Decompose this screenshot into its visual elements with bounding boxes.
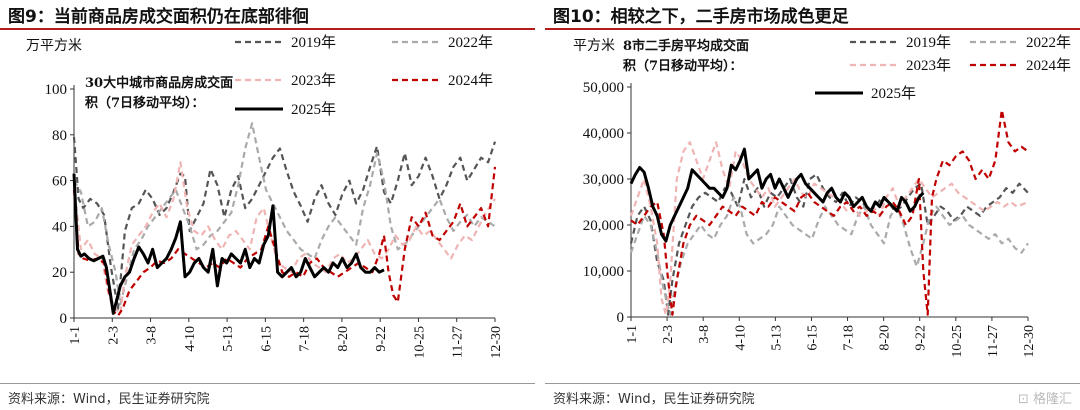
legend-label: 2022年 xyxy=(448,34,493,51)
legend-label: 2023年 xyxy=(291,72,336,89)
y-tick-label: 60 xyxy=(52,174,67,190)
x-tick-label: 11-27 xyxy=(986,325,1001,357)
legend-label: 2023年 xyxy=(906,57,951,74)
x-tick-label: 10-25 xyxy=(412,326,427,359)
source-note: 资料来源：Wind，民生证券研究院 xyxy=(8,392,210,407)
y-tick-label: 80 xyxy=(52,128,67,144)
x-tick-label: 9-22 xyxy=(374,326,389,352)
series-annotation: 积（7日移动平均）： xyxy=(623,58,743,74)
x-tick-label: 3-8 xyxy=(145,326,160,345)
x-tick-label: 2-3 xyxy=(661,325,676,344)
x-tick-label: 1-1 xyxy=(625,325,640,344)
y-tick-label: 40 xyxy=(52,219,67,235)
y-tick-label: 0 xyxy=(60,311,68,327)
y-tick-label: 20 xyxy=(52,265,67,281)
y-tick-label: 50,000 xyxy=(583,80,624,96)
title-bar: 图9：当前商品房成交面积仍在底部徘徊 xyxy=(0,0,535,30)
series-line-2019年 xyxy=(629,173,1029,316)
x-tick-label: 8-20 xyxy=(336,326,351,352)
source-bar: 资料来源：Wind，民生证券研究院 xyxy=(0,383,535,410)
series-line-2025年 xyxy=(629,147,925,243)
x-tick-label: 12-30 xyxy=(1022,325,1037,358)
series-line-2019年 xyxy=(72,137,497,310)
x-tick-label: 8-20 xyxy=(878,325,893,351)
y-tick-label: 0 xyxy=(617,310,625,326)
series-line-2023年 xyxy=(72,161,496,315)
y-tick-label: 10,000 xyxy=(583,264,624,280)
series-annotation: 积（7日移动平均）： xyxy=(85,95,205,111)
legend-label: 2024年 xyxy=(448,72,493,89)
chart-title: 图10：相较之下，二手房市场成色更足 xyxy=(553,7,849,27)
series-line-2022年 xyxy=(629,196,1029,316)
x-tick-label: 7-18 xyxy=(298,326,313,352)
x-tick-label: 1-1 xyxy=(68,326,83,345)
x-tick-label: 6-15 xyxy=(805,325,820,351)
title-bar: 图10：相较之下，二手房市场成色更足 xyxy=(545,0,1080,30)
y-tick-label: 40,000 xyxy=(583,126,624,142)
line-chart-new-home-sales: 0 20 40 60 80 100 1-1 2-3 3-8 4-10 5-13 6-15 7-18 8-2… xyxy=(26,34,504,359)
series-line-2023年 xyxy=(629,141,1029,316)
y-tick-label: 30,000 xyxy=(583,172,624,188)
chart-panel-right: 图10：相较之下，二手房市场成色更足 0 10,000 20,000 30,000 40… xyxy=(545,0,1080,410)
source-note: 资料来源：Wind，民生证券研究院 xyxy=(553,392,755,407)
watermark-text: 格隆汇 xyxy=(1032,392,1072,407)
legend-label: 2024年 xyxy=(1026,57,1071,74)
series-line-2024年 xyxy=(72,166,497,317)
x-tick-label: 9-22 xyxy=(914,325,929,351)
x-tick-label: 2-3 xyxy=(106,326,121,345)
x-tick-label: 10-25 xyxy=(950,325,965,358)
y-axis-unit: 万平方米 xyxy=(26,38,82,54)
x-tick-label: 4-10 xyxy=(733,325,748,351)
y-axis-unit: 平方米 xyxy=(573,38,615,54)
line-chart-second-hand-sales: 0 10,000 20,000 30,000 40,000 50,000 1-1 2-3 3-8… xyxy=(573,34,1071,358)
y-tick-label: 100 xyxy=(45,82,68,98)
x-tick-label: 3-8 xyxy=(697,325,712,344)
legend-label: 2019年 xyxy=(291,34,336,51)
legend-label: 2025年 xyxy=(871,85,916,102)
series-annotation: 30大中城市商品房成交面 xyxy=(85,75,233,91)
series-line-2022年 xyxy=(73,122,496,306)
x-tick-label: 11-27 xyxy=(451,326,466,358)
legend-label: 2025年 xyxy=(291,101,336,118)
legend-label: 2019年 xyxy=(906,34,951,51)
x-tick-label: 4-10 xyxy=(183,326,198,352)
x-tick-label: 5-13 xyxy=(221,326,236,352)
x-tick-label: 6-15 xyxy=(259,326,274,352)
source-bar: 资料来源：Wind，民生证券研究院 ⊡ 格隆汇 xyxy=(545,383,1080,410)
chart-panel-left: 图9：当前商品房成交面积仍在底部徘徊 0 20 40 60 80 100 1-1 2-3 3-8… xyxy=(0,0,535,410)
watermark-logo: ⊡ 格隆汇 xyxy=(1017,392,1072,407)
x-tick-label: 12-30 xyxy=(489,326,504,359)
series-line-2024年 xyxy=(630,108,1029,316)
series-line-2025年 xyxy=(72,173,385,315)
y-tick-label: 20,000 xyxy=(583,218,624,234)
x-tick-label: 5-13 xyxy=(769,325,784,351)
chart-title: 图9：当前商品房成交面积仍在底部徘徊 xyxy=(8,7,309,27)
series-annotation: 8市二手房平均成交面 xyxy=(623,38,749,54)
x-tick-label: 7-18 xyxy=(842,325,857,351)
legend-label: 2022年 xyxy=(1026,34,1071,51)
